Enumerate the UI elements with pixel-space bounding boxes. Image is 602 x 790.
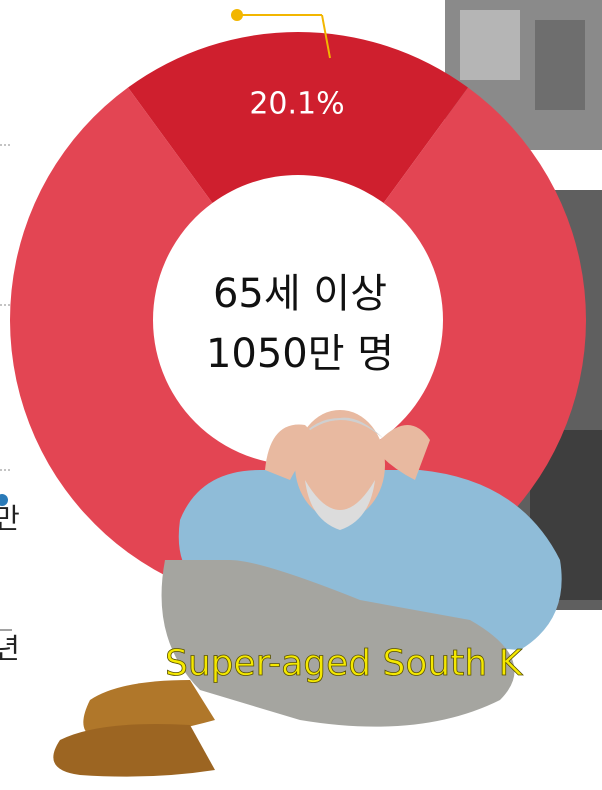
side-text: 년: [0, 632, 20, 665]
photo-detail: [535, 20, 585, 110]
center-label: 65세 이상: [213, 271, 387, 317]
leader-dot: [231, 9, 243, 21]
side-text: 만: [0, 502, 20, 535]
center-label: 1050만 명: [206, 331, 394, 377]
photo-detail: [460, 10, 520, 80]
caption: Super-aged South K: [165, 643, 524, 684]
value-label: 20.1%: [249, 87, 344, 122]
infographic: 20.1% 65세 이상 1050만 명 만 년 Super-aged Sout…: [0, 0, 602, 790]
